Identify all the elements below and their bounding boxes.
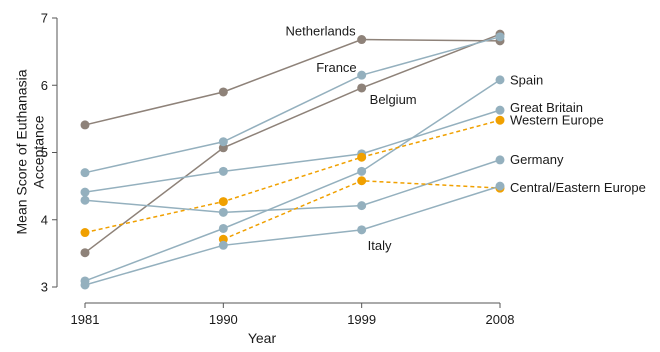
data-point-germany: [218, 207, 228, 217]
x-ticks: 1981 1990 1999 2008: [71, 303, 515, 327]
series-label-italy: Italy: [368, 238, 392, 253]
series-line-netherlands: [84, 38, 501, 126]
data-point-western-europe: [80, 228, 90, 238]
series-line-western-europe: [84, 119, 501, 234]
series-label-western-europe: Western Europe: [510, 113, 604, 128]
data-point-netherlands: [218, 87, 228, 97]
series-label-germany: Germany: [510, 152, 564, 167]
series-line-belgium: [84, 33, 501, 254]
series-label-belgium: Belgium: [370, 92, 417, 107]
series-label-central-eastern-europe: Central/Eastern Europe: [510, 180, 646, 195]
x-axis-title: Year: [248, 330, 277, 346]
data-point-spain: [218, 223, 228, 233]
data-point-western-europe: [218, 197, 228, 207]
data-point-central-eastern-europe: [357, 176, 367, 186]
series-label-spain: Spain: [510, 72, 543, 87]
data-point-belgium: [80, 248, 90, 258]
series-label-france: France: [316, 60, 356, 75]
series-label-great-britain: Great Britain: [510, 100, 583, 115]
data-point-belgium: [357, 83, 367, 93]
data-point-great-britain: [80, 187, 90, 197]
x-tick-label: 1990: [209, 312, 238, 327]
y-tick-label: 6: [41, 78, 48, 93]
series-lines: [84, 33, 501, 286]
data-point-spain: [495, 75, 505, 85]
data-point-germany: [495, 155, 505, 165]
series-line-germany: [84, 159, 501, 214]
data-point-netherlands: [357, 35, 367, 45]
y-tick-label: 3: [41, 280, 48, 295]
series-line-spain: [84, 79, 501, 282]
data-point-great-britain: [218, 166, 228, 176]
data-point-italy: [357, 225, 367, 235]
series-label-netherlands: Netherlands: [286, 24, 357, 39]
data-point-western-europe: [357, 152, 367, 162]
data-point-france: [495, 32, 505, 42]
series-line-france: [84, 36, 501, 174]
series-labels: Netherlands Belgium France Spain Great Brita…: [286, 24, 646, 253]
data-point-germany: [357, 201, 367, 211]
y-tick-label: 4: [41, 212, 48, 227]
data-point-france: [218, 137, 228, 147]
data-point-western-europe: [495, 115, 505, 125]
data-point-france: [357, 70, 367, 80]
series-line-great-britain: [84, 109, 501, 193]
y-tick-label: 5: [41, 145, 48, 160]
x-tick-label: 1999: [347, 312, 376, 327]
data-point-spain: [357, 166, 367, 176]
data-point-great-britain: [495, 105, 505, 115]
data-point-netherlands: [80, 120, 90, 130]
x-tick-label: 1981: [71, 312, 100, 327]
y-axis-title: Mean Score of EuthanasiaAcceptance: [14, 69, 47, 234]
series-line-italy: [84, 185, 501, 286]
data-point-france: [80, 168, 90, 178]
x-tick-label: 2008: [486, 312, 515, 327]
data-point-italy: [80, 280, 90, 290]
y-tick-label: 7: [41, 11, 48, 26]
data-point-italy: [495, 181, 505, 191]
series-points: [80, 29, 505, 290]
y-ticks: 3 4 5 6 7: [41, 11, 57, 295]
data-point-germany: [80, 195, 90, 205]
data-point-italy: [218, 240, 228, 250]
